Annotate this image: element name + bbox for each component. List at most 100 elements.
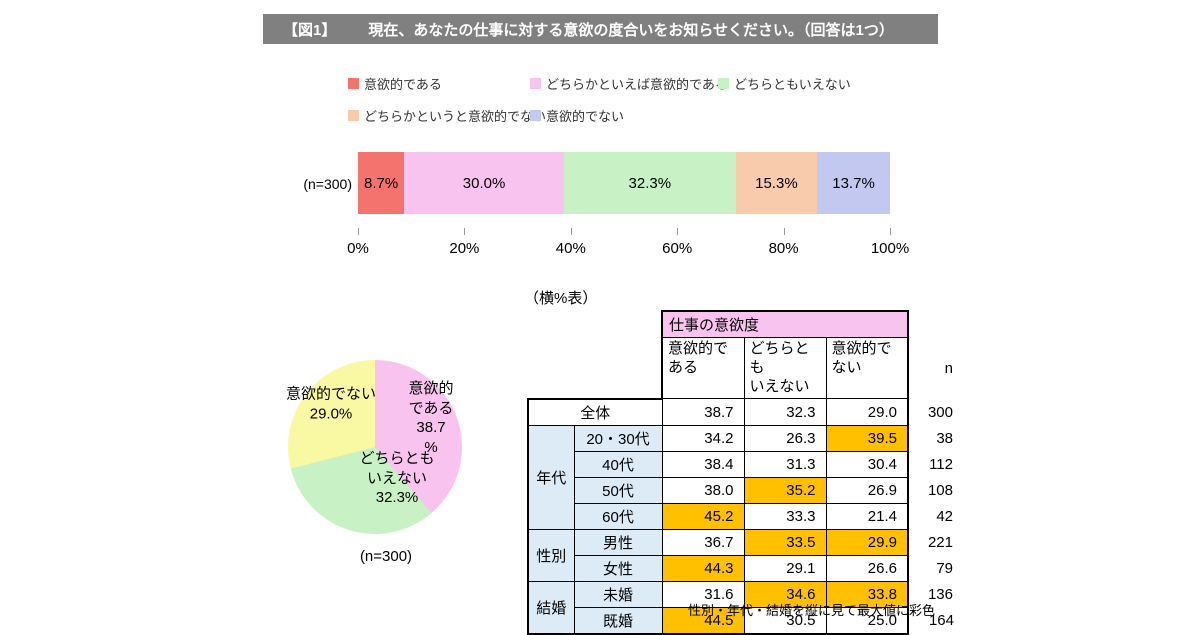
stats-table-body: 全体 38.7 32.3 29.0 300 年代 20・30代 34.2 26.3 39.5 38 4… bbox=[527, 397, 956, 635]
row-label: 40代 bbox=[573, 450, 663, 478]
legend-swatch bbox=[348, 78, 359, 89]
value-cell: 44.3 bbox=[661, 554, 745, 582]
legend-label: どちらかというと意欲的でない bbox=[364, 109, 547, 124]
value-cell: 33.5 bbox=[743, 528, 827, 556]
axis-tick bbox=[358, 228, 359, 235]
table-header-title: 仕事の意欲度 bbox=[661, 310, 909, 338]
table-row: 全体 38.7 32.3 29.0 300 bbox=[527, 397, 956, 426]
value-cell: 34.2 bbox=[661, 424, 745, 452]
value-cell: 45.2 bbox=[661, 502, 745, 530]
x-axis: 0% 20% 40% 60% 80% 100% bbox=[347, 214, 909, 264]
value-cell: 30.4 bbox=[825, 450, 909, 478]
n-cell: 136 bbox=[927, 585, 953, 603]
row-label: 未婚 bbox=[573, 580, 663, 608]
group-cell: 年代 bbox=[527, 424, 575, 530]
bar-segment: 8.7% bbox=[358, 152, 405, 214]
legend-swatch bbox=[718, 78, 729, 89]
row-label: 50代 bbox=[573, 476, 663, 504]
axis-tick bbox=[783, 228, 785, 235]
col-header-negative: 意欲的で ない bbox=[825, 336, 909, 400]
legend-label: 意欲的である bbox=[364, 77, 442, 92]
value-cell: 38.4 bbox=[661, 450, 745, 478]
axis-tick-label: 0% bbox=[347, 240, 369, 257]
figure-title-bar: 【図1】 現在、あなたの仕事に対する意欲の度合いをお知らせください。（回答は1つ… bbox=[263, 14, 938, 44]
pie-n-label: (n=300) bbox=[359, 548, 413, 565]
value-cell: 26.6 bbox=[825, 554, 909, 582]
value-cell: 39.5 bbox=[825, 424, 909, 452]
axis-tick bbox=[570, 228, 572, 235]
legend-label: どちらかといえば意欲的である bbox=[546, 77, 728, 92]
row-label: 男性 bbox=[573, 528, 663, 556]
table-corner bbox=[528, 311, 662, 338]
row-label: 女性 bbox=[573, 554, 663, 582]
value-cell: 29.0 bbox=[825, 398, 909, 426]
axis-tick-label: 60% bbox=[662, 240, 693, 257]
row-label: 60代 bbox=[573, 502, 663, 530]
col-header-positive: 意欲的で ある bbox=[661, 336, 745, 400]
group-cell: 性別 bbox=[527, 528, 575, 582]
legend-swatch bbox=[348, 110, 359, 121]
legend-item: 意欲的である bbox=[348, 74, 530, 93]
figure-tag: 【図1】 bbox=[283, 21, 337, 39]
value-cell: 33.3 bbox=[743, 502, 827, 530]
row-label: 全体 bbox=[527, 397, 663, 426]
n-cell: 38 bbox=[936, 429, 953, 447]
bar-segment: 15.3% bbox=[735, 152, 818, 214]
stacked-bar: 8.7% 30.0% 32.3% 15.3% 13.7% bbox=[358, 152, 890, 214]
legend-swatch bbox=[530, 78, 541, 89]
value-cell: 35.2 bbox=[743, 476, 827, 504]
group-cell: 結婚 bbox=[527, 580, 575, 635]
table-row: 結婚 未婚 31.6 34.6 33.8 136 bbox=[527, 580, 956, 635]
figure-title: 現在、あなたの仕事に対する意欲の度合いをお知らせください。（回答は1つ） bbox=[368, 21, 894, 39]
table-row: 年代 20・30代 34.2 26.3 39.5 38 bbox=[527, 424, 956, 530]
pie-wrap: 意欲的 である 38.7 % どちらとも いえない 32.3% 意欲的でない 29.… bbox=[270, 352, 490, 572]
legend-item: どちらかといえば意欲的である bbox=[530, 74, 728, 93]
n-cell: 300 bbox=[927, 403, 953, 421]
legend-label: 意欲的でない bbox=[546, 109, 625, 124]
bar-segment: 30.0% bbox=[404, 152, 564, 214]
axis-tick-label: 20% bbox=[449, 240, 480, 257]
legend-item: どちらかというと意欲的でない bbox=[348, 106, 546, 125]
pie-slice-label: 意欲的 である 38.7 % bbox=[408, 380, 454, 456]
bar-n-label: (n=300) bbox=[303, 176, 352, 192]
legend-label: どちらともいえない bbox=[734, 77, 851, 92]
value-cell: 29.9 bbox=[825, 528, 909, 556]
n-cell: 79 bbox=[936, 559, 953, 577]
table-footnote: 性別・年代・結婚を縦に見て最大値に彩色 bbox=[687, 603, 935, 618]
bar-segment: 13.7% bbox=[817, 152, 890, 214]
axis-tick-label: 100% bbox=[870, 240, 910, 257]
value-cell: 33.8 bbox=[825, 580, 909, 608]
n-cell: 112 bbox=[929, 455, 953, 473]
stats-table: 仕事の意欲度 意欲的で ある どちらとも いえない 意欲的で ない n 全体 38… bbox=[527, 310, 957, 635]
table-row: 性別 男性 36.7 33.5 29.9 221 bbox=[527, 528, 956, 582]
value-cell: 21.4 bbox=[825, 502, 909, 530]
value-cell: 32.3 bbox=[743, 398, 827, 426]
value-cell: 36.7 bbox=[661, 528, 745, 556]
table-caption: （横%表） bbox=[524, 290, 598, 307]
value-cell: 29.1 bbox=[743, 554, 827, 582]
pie-slice-label: 意欲的でない 29.0% bbox=[285, 385, 377, 423]
table-row: 60代 45.2 33.3 21.4 42 bbox=[528, 502, 956, 530]
axis-tick bbox=[464, 228, 466, 235]
legend: 意欲的である どちらかといえば意欲的である どちらともいえないどちらかというと意欲的… bbox=[348, 74, 918, 125]
n-cell: 221 bbox=[927, 533, 953, 551]
n-column-header: n bbox=[944, 359, 953, 377]
value-cell: 26.9 bbox=[825, 476, 909, 504]
axis-tick-label: 80% bbox=[768, 240, 799, 257]
table-header-title-row: 仕事の意欲度 bbox=[528, 310, 956, 338]
row-label: 20・30代 bbox=[573, 424, 663, 452]
table-subheader-row: 意欲的で ある どちらとも いえない 意欲的で ない n bbox=[528, 336, 956, 400]
pie-slice-label: どちらとも いえない 32.3% bbox=[359, 449, 435, 506]
value-cell: 38.0 bbox=[661, 476, 745, 504]
value-cell: 31.6 bbox=[661, 580, 745, 608]
axis-tick-label: 40% bbox=[555, 240, 586, 257]
value-cell: 38.7 bbox=[661, 398, 745, 426]
table-row: 50代 38.0 35.2 26.9 108 bbox=[528, 476, 956, 504]
legend-item: どちらともいえない bbox=[718, 74, 918, 93]
col-header-neutral: どちらとも いえない bbox=[743, 336, 827, 400]
value-cell: 26.3 bbox=[743, 424, 827, 452]
axis-tick bbox=[890, 228, 891, 235]
legend-item: 意欲的でない bbox=[530, 106, 718, 125]
value-cell: 31.3 bbox=[743, 450, 827, 478]
pie-chart bbox=[288, 360, 462, 534]
